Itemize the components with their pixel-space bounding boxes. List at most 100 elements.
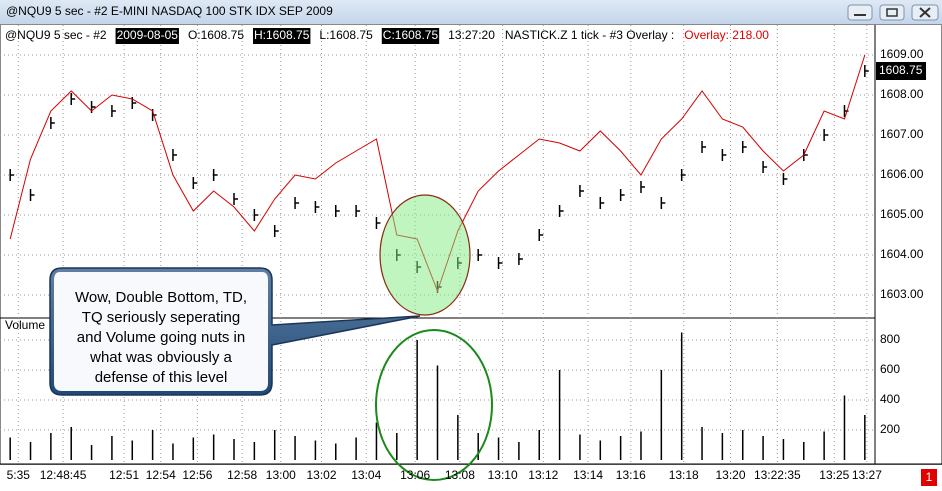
volume-bar [355,437,357,460]
price-bar [70,93,76,105]
callout-text: and Volume going nuts in [77,329,245,346]
status-badge [921,469,937,486]
y-tick-label: 200 [880,422,900,436]
volume-bar [701,427,703,460]
price-bar [192,177,198,189]
price-bar [660,197,666,209]
x-tick-label: 13:22:35 [754,468,801,482]
minimize-button[interactable] [847,4,873,21]
status-badge-text: 1 [926,470,933,484]
callout-text: defense of this level [95,369,228,386]
price-bar [29,189,35,201]
volume-bar [843,395,846,460]
volume-bar [803,442,805,460]
price-bar [843,105,849,117]
y-tick-label: 800 [880,332,900,346]
price-bar [477,249,483,261]
chart-area [0,24,942,465]
x-tick-label: 13:20 [716,468,746,482]
price-bar [721,149,727,161]
title-bar [0,0,942,24]
header-item: NASTICK.Z 1 tick - #3 Overlay : [505,28,674,42]
price-bar [782,173,788,185]
volume-bar [70,427,72,460]
volume-bar [518,442,520,460]
volume-bar [335,443,337,460]
price-bar [864,65,869,77]
y-tick-label: 1604.00 [880,247,924,261]
price-bar [111,105,116,117]
x-tick-label: 13:25 [819,468,849,482]
price-bar [558,205,564,217]
price-bar [375,217,381,229]
header-item: 2009-08-05 [117,28,179,42]
x-tick-label: 12:51 [109,468,139,482]
volume-bar [29,442,32,460]
x-tick-label: 13:12 [528,468,558,482]
header-item: L:1608.75 [319,28,373,42]
header-highlight [253,28,311,44]
price-bar [762,161,768,173]
y-tick-label: 1607.00 [880,127,924,141]
volume-bar [579,434,581,460]
volume-bar [599,440,602,460]
price-bar [314,201,320,213]
volume-bar [619,436,622,460]
maximize-icon [886,8,898,17]
x-tick-label: 5:35 [7,468,31,482]
volume-bar [477,433,479,460]
price-bar [538,229,544,241]
panel-title: Volume [5,318,45,332]
volume-bar [396,433,398,460]
price-bar [50,117,55,129]
volume-bar [457,415,459,460]
x-tick-label: 13:16 [616,468,646,482]
volume-bar [294,436,296,460]
y-tick-label: 1608.00 [880,87,924,101]
volume-bar [823,431,825,460]
volume-bar [375,422,378,460]
x-tick-label: 13:02 [306,468,336,482]
y-tick-label: 1609.00 [880,47,924,61]
price-bar [518,253,523,265]
x-tick-label: 13:00 [266,468,296,482]
volume-bar [111,436,113,460]
volume-bar [680,332,683,460]
volume-bar [9,437,11,460]
price-tag: 1608.75 [879,63,923,77]
maximize-button[interactable] [879,4,905,21]
price-bar [294,197,300,209]
header-item: H:1608.75 [254,28,310,42]
volume-bar [864,415,866,460]
volume-bar [151,430,154,460]
x-tick-label: 13:18 [669,468,699,482]
volume-bar [436,365,439,460]
annotations [49,194,493,481]
callout-inner [54,272,268,391]
header-highlight [115,28,179,44]
header-item: 13:27:20 [448,28,495,42]
price-bar [823,129,829,141]
volume-bar [172,443,174,460]
volume-bar [416,340,418,460]
x-tick-label: 13:10 [488,468,518,482]
header-item: O:1608.75 [188,28,244,42]
price-bar [172,149,177,161]
price-bar [335,205,340,217]
price-bar [273,225,279,237]
highlight-ellipse [379,194,471,316]
volume-bar [131,440,134,460]
price-bar [9,169,15,181]
price-bar [233,193,239,205]
volume-bar [314,440,317,460]
price-bar [212,169,218,181]
price-bar [680,169,686,181]
x-tick-label: 13:14 [573,468,603,482]
volume-bar [273,430,276,460]
y-tick-label: 400 [880,392,900,406]
volume-bar [253,442,256,460]
x-tick-label: 12:48:45 [40,468,87,482]
window-title: @NQU9 5 sec - #2 E-MINI NASDAQ 100 STK I… [6,4,333,18]
y-tick-label: 600 [880,362,900,376]
price-bar [741,141,747,153]
